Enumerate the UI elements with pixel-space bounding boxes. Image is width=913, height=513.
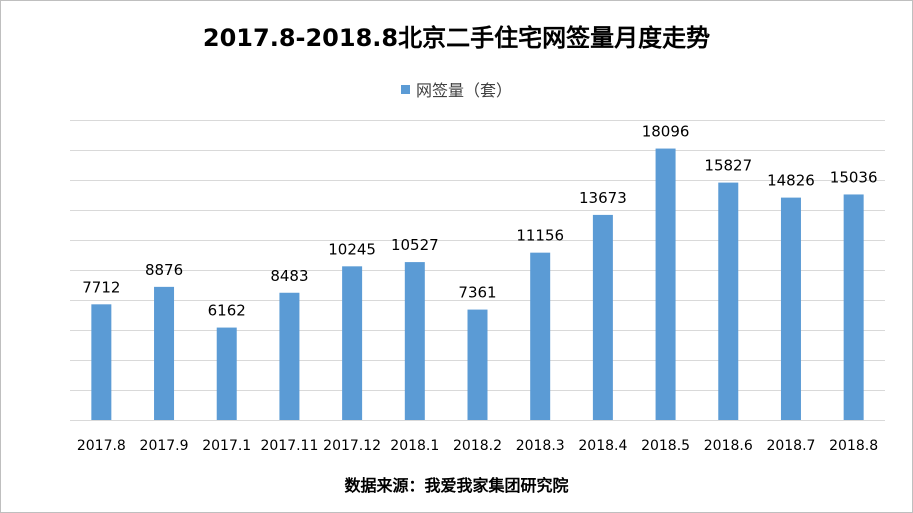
data-label: 18096 xyxy=(642,123,690,141)
bar xyxy=(467,309,488,420)
bar xyxy=(404,262,425,420)
x-tick-label: 2018.7 xyxy=(766,438,815,454)
bar xyxy=(592,214,613,420)
x-tick-label: 2018.8 xyxy=(829,438,878,454)
data-label: 13673 xyxy=(579,189,627,207)
bar xyxy=(655,148,676,420)
x-tick-label: 2018.6 xyxy=(704,438,753,454)
bar xyxy=(216,327,237,420)
x-tick-label: 2017.9 xyxy=(140,438,189,454)
data-label: 8876 xyxy=(145,261,183,279)
x-tick-label: 2018.1 xyxy=(390,438,439,454)
bar xyxy=(780,197,801,420)
data-label: 11156 xyxy=(516,227,564,245)
bar xyxy=(279,292,300,420)
data-label: 15827 xyxy=(704,157,752,175)
x-tick-label: 2017.8 xyxy=(77,438,126,454)
source-note: 数据来源：我爱我家集团研究院 xyxy=(344,476,569,495)
chart-title: 2017.8-2018.8北京二手住宅网签量月度走势 xyxy=(202,24,711,52)
data-label: 10245 xyxy=(328,240,376,258)
x-tick-label: 2018.4 xyxy=(578,438,627,454)
bar xyxy=(342,266,363,420)
legend: 网签量（套） xyxy=(0,77,913,101)
bar xyxy=(718,182,739,420)
bar xyxy=(91,304,112,420)
bar xyxy=(843,194,864,420)
data-label: 8483 xyxy=(270,267,308,285)
data-label: 10527 xyxy=(391,236,439,254)
x-tick-label: 2018.2 xyxy=(453,438,502,454)
x-tick-label: 2018.3 xyxy=(516,438,565,454)
x-tick-label: 2017.1 xyxy=(202,438,251,454)
x-tick-label: 2017.12 xyxy=(323,438,381,454)
data-label: 15036 xyxy=(830,168,878,186)
data-label: 7361 xyxy=(458,284,496,302)
data-label: 14826 xyxy=(767,172,815,190)
x-tick-label: 2017.11 xyxy=(260,438,318,454)
data-label: 6162 xyxy=(208,302,246,320)
bar xyxy=(154,286,175,420)
data-label: 7712 xyxy=(82,278,120,296)
bar xyxy=(530,252,551,420)
legend-swatch xyxy=(400,84,410,94)
x-tick-label: 2018.5 xyxy=(641,438,690,454)
legend-label: 网签量（套） xyxy=(415,81,512,100)
